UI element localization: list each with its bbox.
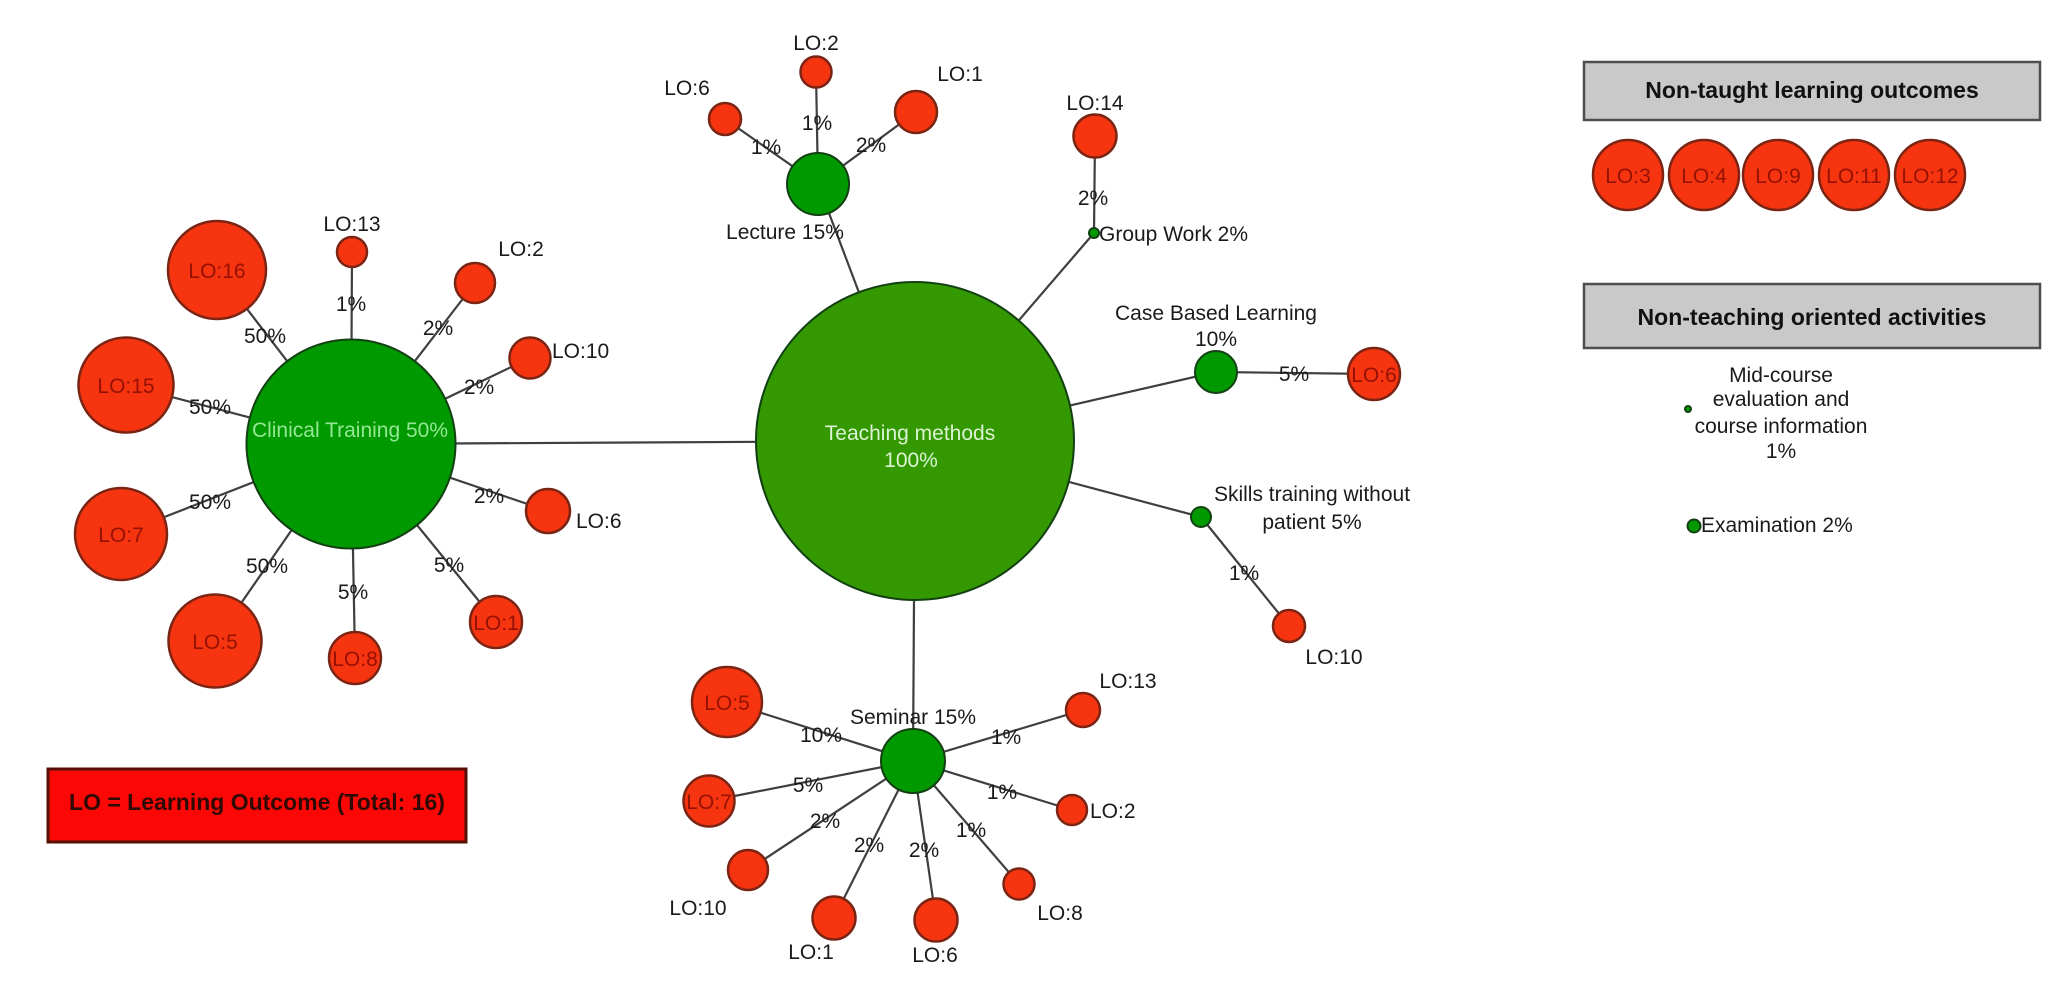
svg-text:LO:6: LO:6 — [1351, 364, 1397, 387]
svg-text:LO:14: LO:14 — [1066, 92, 1124, 115]
svg-text:5%: 5% — [793, 774, 823, 797]
svg-text:2%: 2% — [854, 834, 884, 857]
svg-text:LO:7: LO:7 — [686, 791, 732, 814]
svg-text:LO:9: LO:9 — [1755, 165, 1801, 188]
svg-text:5%: 5% — [1279, 363, 1309, 386]
svg-text:1%: 1% — [1229, 562, 1259, 585]
svg-text:course information: course information — [1695, 415, 1868, 438]
svg-text:evaluation and: evaluation and — [1713, 388, 1850, 411]
svg-text:LO:6: LO:6 — [576, 510, 622, 533]
svg-text:LO:2: LO:2 — [498, 238, 544, 261]
svg-text:10%: 10% — [1195, 328, 1237, 351]
svg-text:1%: 1% — [956, 819, 986, 842]
svg-text:Seminar 15%: Seminar 15% — [850, 706, 976, 729]
svg-text:LO:12: LO:12 — [1901, 165, 1958, 188]
svg-text:LO:4: LO:4 — [1681, 165, 1727, 188]
svg-text:50%: 50% — [189, 491, 231, 514]
svg-text:patient 5%: patient 5% — [1262, 511, 1361, 534]
svg-text:Examination 2%: Examination 2% — [1701, 514, 1853, 537]
svg-text:LO:2: LO:2 — [793, 32, 839, 55]
svg-text:1%: 1% — [802, 112, 832, 135]
svg-text:1%: 1% — [987, 781, 1017, 804]
svg-text:2%: 2% — [810, 810, 840, 833]
svg-text:LO:1: LO:1 — [473, 612, 519, 635]
svg-text:Mid-course: Mid-course — [1729, 364, 1833, 387]
svg-text:Non-teaching oriented activiti: Non-teaching oriented activities — [1638, 304, 1987, 330]
svg-text:Teaching methods: Teaching methods — [825, 422, 995, 445]
svg-text:LO:15: LO:15 — [97, 375, 154, 398]
svg-text:5%: 5% — [338, 581, 368, 604]
svg-text:1%: 1% — [1766, 440, 1796, 463]
svg-text:1%: 1% — [751, 136, 781, 159]
svg-text:LO:1: LO:1 — [788, 941, 834, 964]
svg-text:LO:8: LO:8 — [1037, 902, 1083, 925]
svg-text:Clinical Training 50%: Clinical Training 50% — [252, 419, 448, 442]
svg-text:10%: 10% — [800, 724, 842, 747]
svg-text:Lecture 15%: Lecture 15% — [726, 221, 844, 244]
svg-text:100%: 100% — [884, 449, 938, 472]
svg-text:2%: 2% — [423, 317, 453, 340]
svg-text:LO:6: LO:6 — [664, 77, 710, 100]
svg-text:1%: 1% — [991, 726, 1021, 749]
svg-text:LO:10: LO:10 — [1305, 646, 1362, 669]
svg-text:1%: 1% — [336, 293, 366, 316]
svg-text:Skills training without: Skills training without — [1214, 483, 1410, 506]
svg-text:LO:10: LO:10 — [552, 340, 609, 363]
svg-text:50%: 50% — [244, 325, 286, 348]
svg-text:LO:11: LO:11 — [1826, 165, 1882, 188]
svg-text:LO:5: LO:5 — [192, 631, 238, 654]
svg-text:LO:7: LO:7 — [98, 524, 144, 547]
svg-text:Case Based Learning: Case Based Learning — [1115, 302, 1317, 325]
svg-text:LO:13: LO:13 — [323, 213, 380, 236]
svg-text:2%: 2% — [474, 485, 504, 508]
svg-text:LO = Learning Outcome (Total:: LO = Learning Outcome (Total: 16) — [69, 789, 445, 815]
svg-text:2%: 2% — [856, 134, 886, 157]
svg-text:50%: 50% — [189, 396, 231, 419]
svg-text:LO:8: LO:8 — [332, 648, 378, 671]
svg-text:LO:1: LO:1 — [937, 63, 983, 86]
svg-text:LO:2: LO:2 — [1090, 800, 1136, 823]
svg-text:2%: 2% — [909, 839, 939, 862]
svg-text:LO:13: LO:13 — [1099, 670, 1156, 693]
svg-text:2%: 2% — [464, 376, 494, 399]
svg-text:Group Work 2%: Group Work 2% — [1099, 223, 1248, 246]
svg-text:LO:6: LO:6 — [912, 944, 958, 967]
svg-text:50%: 50% — [246, 555, 288, 578]
svg-text:LO:16: LO:16 — [188, 260, 245, 283]
svg-text:5%: 5% — [434, 554, 464, 577]
svg-text:LO:5: LO:5 — [704, 692, 750, 715]
svg-text:Non-taught learning outcomes: Non-taught learning outcomes — [1645, 77, 1979, 103]
svg-text:LO:10: LO:10 — [669, 897, 726, 920]
svg-text:2%: 2% — [1078, 187, 1108, 210]
svg-text:LO:3: LO:3 — [1605, 165, 1651, 188]
